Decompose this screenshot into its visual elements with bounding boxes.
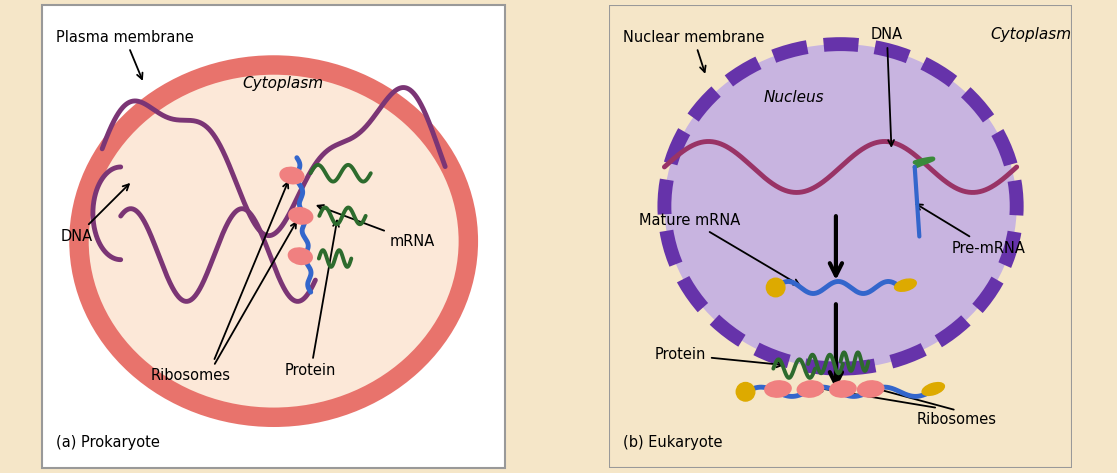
Ellipse shape xyxy=(764,380,792,398)
Text: mRNA: mRNA xyxy=(317,205,435,249)
Ellipse shape xyxy=(79,65,468,417)
Ellipse shape xyxy=(857,380,885,398)
Ellipse shape xyxy=(923,383,944,395)
Text: Cytoplasm: Cytoplasm xyxy=(990,27,1071,43)
Text: (a) Prokaryote: (a) Prokaryote xyxy=(56,435,160,450)
Text: DNA: DNA xyxy=(871,27,903,146)
Circle shape xyxy=(766,278,785,297)
Text: Nucleus: Nucleus xyxy=(764,90,824,105)
Text: Cytoplasm: Cytoplasm xyxy=(242,76,324,91)
Text: Protein: Protein xyxy=(655,347,783,367)
Ellipse shape xyxy=(288,247,313,265)
Ellipse shape xyxy=(796,380,824,398)
Ellipse shape xyxy=(895,279,916,291)
Text: Ribosomes: Ribosomes xyxy=(916,412,996,427)
Circle shape xyxy=(736,383,755,401)
Text: Nuclear membrane: Nuclear membrane xyxy=(622,30,764,72)
Ellipse shape xyxy=(279,166,305,184)
Text: (b) Eukaryote: (b) Eukaryote xyxy=(622,435,723,450)
Ellipse shape xyxy=(288,207,314,225)
Text: DNA: DNA xyxy=(60,184,128,244)
Text: Protein: Protein xyxy=(285,220,338,378)
Ellipse shape xyxy=(665,44,1016,368)
Text: Pre-mRNA: Pre-mRNA xyxy=(916,204,1025,255)
Text: Plasma membrane: Plasma membrane xyxy=(56,30,193,79)
Text: Mature mRNA: Mature mRNA xyxy=(639,213,800,285)
Ellipse shape xyxy=(829,380,857,398)
Text: Ribosomes: Ribosomes xyxy=(150,368,230,383)
